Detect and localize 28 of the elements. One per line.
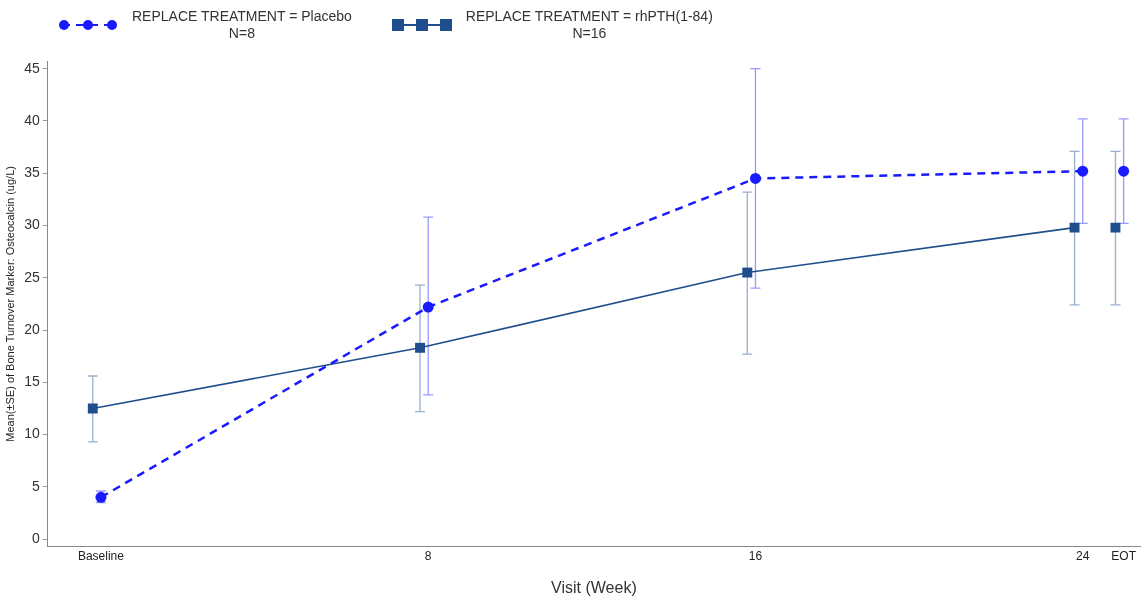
point — [1110, 222, 1121, 233]
x-tick-label: 8 — [424, 548, 432, 563]
point — [422, 301, 434, 313]
x-tick-label: Baseline — [77, 548, 125, 563]
y-tick-label: 35 — [24, 164, 40, 181]
x-tick-label: EOT — [1111, 548, 1137, 563]
point — [415, 342, 425, 353]
x-tick-label: 16 — [748, 548, 763, 563]
y-tick-label: 20 — [24, 320, 40, 337]
point — [742, 267, 753, 278]
y-tick-label: 25 — [24, 268, 40, 285]
y-tick-label: 45 — [24, 59, 40, 76]
point — [1069, 222, 1080, 233]
y-tick-label: 15 — [24, 373, 40, 390]
x-tick-label: 24 — [1076, 548, 1090, 563]
point — [1118, 165, 1130, 177]
point — [749, 172, 761, 184]
y-tick-label: 30 — [24, 216, 40, 233]
y-tick-label: 10 — [24, 425, 40, 442]
point — [87, 403, 98, 414]
y-tick-label: 40 — [24, 111, 40, 128]
x-axis-title: Visit (Week) — [551, 578, 637, 596]
y-tick-label: 0 — [31, 529, 40, 546]
y-axis-title: Mean(±SE) of Bone Turnover Marker: Osteocalcin (ug/L) — [3, 166, 16, 442]
legend-label: REPLACE TREATMENT = Placebo N=8 — [132, 8, 352, 42]
point — [1077, 165, 1089, 177]
y-tick-label: 5 — [31, 477, 40, 494]
legend-label: REPLACE TREATMENT = rhPTH(1-84) N=16 — [465, 8, 713, 42]
